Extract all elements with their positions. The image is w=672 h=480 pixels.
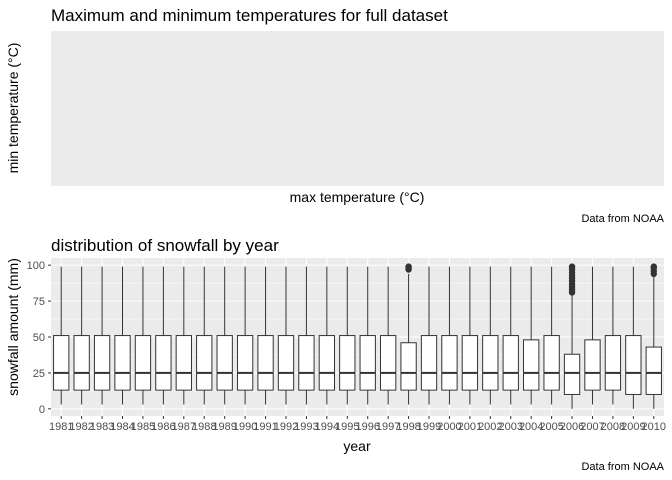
box-iqr bbox=[563, 353, 581, 395]
y-tick-label: 100 bbox=[27, 260, 45, 272]
box-iqr bbox=[441, 335, 458, 391]
box-iqr bbox=[523, 339, 540, 391]
box-iqr bbox=[257, 335, 274, 391]
box-iqr bbox=[645, 346, 662, 395]
chart1-caption: Data from NOAA bbox=[581, 213, 664, 225]
box-iqr bbox=[420, 335, 438, 391]
box-iqr bbox=[236, 335, 254, 391]
x-tick-label: 2009 bbox=[621, 421, 645, 433]
box-iqr bbox=[318, 335, 336, 391]
x-tick-label: 1995 bbox=[335, 421, 359, 433]
chart2-caption: Data from NOAA bbox=[581, 461, 664, 473]
chart1-ylabel: min temperature (°C) bbox=[5, 43, 21, 174]
x-tick-label: 2003 bbox=[499, 421, 523, 433]
x-tick-label: 1992 bbox=[274, 421, 298, 433]
box-iqr bbox=[277, 335, 295, 391]
outlier-point bbox=[650, 263, 657, 270]
outlier-point bbox=[405, 263, 412, 270]
outlier-point bbox=[568, 263, 576, 270]
box-iqr bbox=[584, 339, 601, 391]
x-tick-label: 1989 bbox=[212, 421, 236, 433]
y-tick-label: 0 bbox=[39, 404, 45, 416]
x-tick-label: 1986 bbox=[151, 421, 175, 433]
box-iqr bbox=[543, 335, 560, 391]
x-tick-label: 1999 bbox=[417, 421, 441, 433]
box-iqr bbox=[155, 335, 172, 391]
x-tick-label: 2010 bbox=[642, 421, 666, 433]
box-iqr bbox=[114, 335, 131, 391]
box-iqr bbox=[216, 335, 233, 391]
x-tick-label: 1981 bbox=[49, 421, 73, 433]
chart1-panel bbox=[51, 31, 664, 186]
box-iqr bbox=[175, 335, 192, 391]
x-tick-label: 2005 bbox=[539, 421, 563, 433]
box-iqr bbox=[502, 335, 519, 391]
box-iqr bbox=[53, 335, 70, 391]
chart2-plot: 0255075100198119821983198419851986198719… bbox=[27, 258, 666, 433]
chart2-xlabel: year bbox=[343, 438, 371, 454]
x-tick-label: 1983 bbox=[90, 421, 114, 433]
box-iqr bbox=[482, 335, 499, 391]
box-iqr bbox=[461, 335, 479, 391]
box-iqr bbox=[625, 335, 642, 395]
x-tick-label: 2000 bbox=[437, 421, 461, 433]
x-tick-label: 2006 bbox=[560, 421, 584, 433]
x-tick-label: 2008 bbox=[601, 421, 625, 433]
x-tick-label: 2002 bbox=[478, 421, 502, 433]
y-tick-label: 50 bbox=[33, 332, 45, 344]
box-iqr bbox=[93, 335, 111, 391]
x-tick-label: 1990 bbox=[233, 421, 257, 433]
chart1-xlabel: max temperature (°C) bbox=[290, 189, 425, 205]
x-tick-label: 1997 bbox=[376, 421, 400, 433]
x-tick-label: 1998 bbox=[396, 421, 420, 433]
x-tick-label: 1991 bbox=[253, 421, 277, 433]
box-iqr bbox=[134, 335, 152, 391]
x-tick-label: 1996 bbox=[355, 421, 379, 433]
chart2-title: distribution of snowfall by year bbox=[51, 236, 279, 255]
y-tick-label: 25 bbox=[33, 368, 45, 380]
chart2-ylabel: snowfall amount (mm) bbox=[5, 258, 21, 396]
x-tick-label: 2001 bbox=[458, 421, 482, 433]
box-iqr bbox=[359, 335, 376, 391]
x-tick-label: 1993 bbox=[294, 421, 318, 433]
x-tick-label: 1984 bbox=[110, 421, 134, 433]
x-tick-label: 1987 bbox=[172, 421, 196, 433]
x-tick-label: 2007 bbox=[580, 421, 604, 433]
box-iqr bbox=[604, 335, 622, 391]
box-iqr bbox=[73, 335, 90, 391]
box-iqr bbox=[339, 335, 356, 391]
y-tick-label: 75 bbox=[33, 296, 45, 308]
box-iqr bbox=[379, 335, 397, 391]
x-tick-label: 1988 bbox=[192, 421, 216, 433]
x-tick-label: 1994 bbox=[315, 421, 339, 433]
box-iqr bbox=[400, 342, 417, 391]
box-iqr bbox=[298, 335, 315, 391]
x-tick-label: 2004 bbox=[519, 421, 543, 433]
box-iqr bbox=[196, 335, 213, 391]
chart1-title: Maximum and minimum temperatures for ful… bbox=[51, 6, 448, 25]
x-tick-label: 1985 bbox=[131, 421, 155, 433]
x-tick-label: 1982 bbox=[69, 421, 93, 433]
